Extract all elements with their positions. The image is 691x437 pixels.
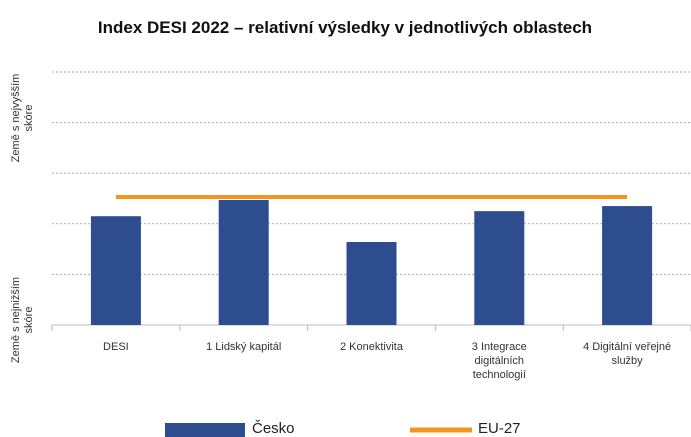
bar (474, 211, 525, 325)
bar (602, 206, 653, 325)
legend-label: EU-27 (478, 420, 521, 437)
bar (218, 200, 269, 325)
legend-label: Česko (252, 420, 295, 437)
x-tick-label: DESI (103, 341, 129, 353)
legend-swatch (165, 423, 245, 437)
chart-title: Index DESI 2022 – relativní výsledky v j… (97, 18, 593, 37)
x-tick-label: 2 Konektivita (340, 341, 403, 353)
x-tick-label: 1 Lidský kapitál (206, 341, 282, 353)
y-label-bottom: Země s nejnižším skóre (10, 276, 35, 364)
x-tick-label: 4 Digitální veřejné služby (583, 341, 672, 367)
y-label-top: Země s nejvyšším skóre (10, 73, 35, 163)
bar (90, 216, 141, 325)
x-tick-label: 3 Integrace digitálních technologií (471, 341, 527, 381)
bar (346, 242, 397, 325)
